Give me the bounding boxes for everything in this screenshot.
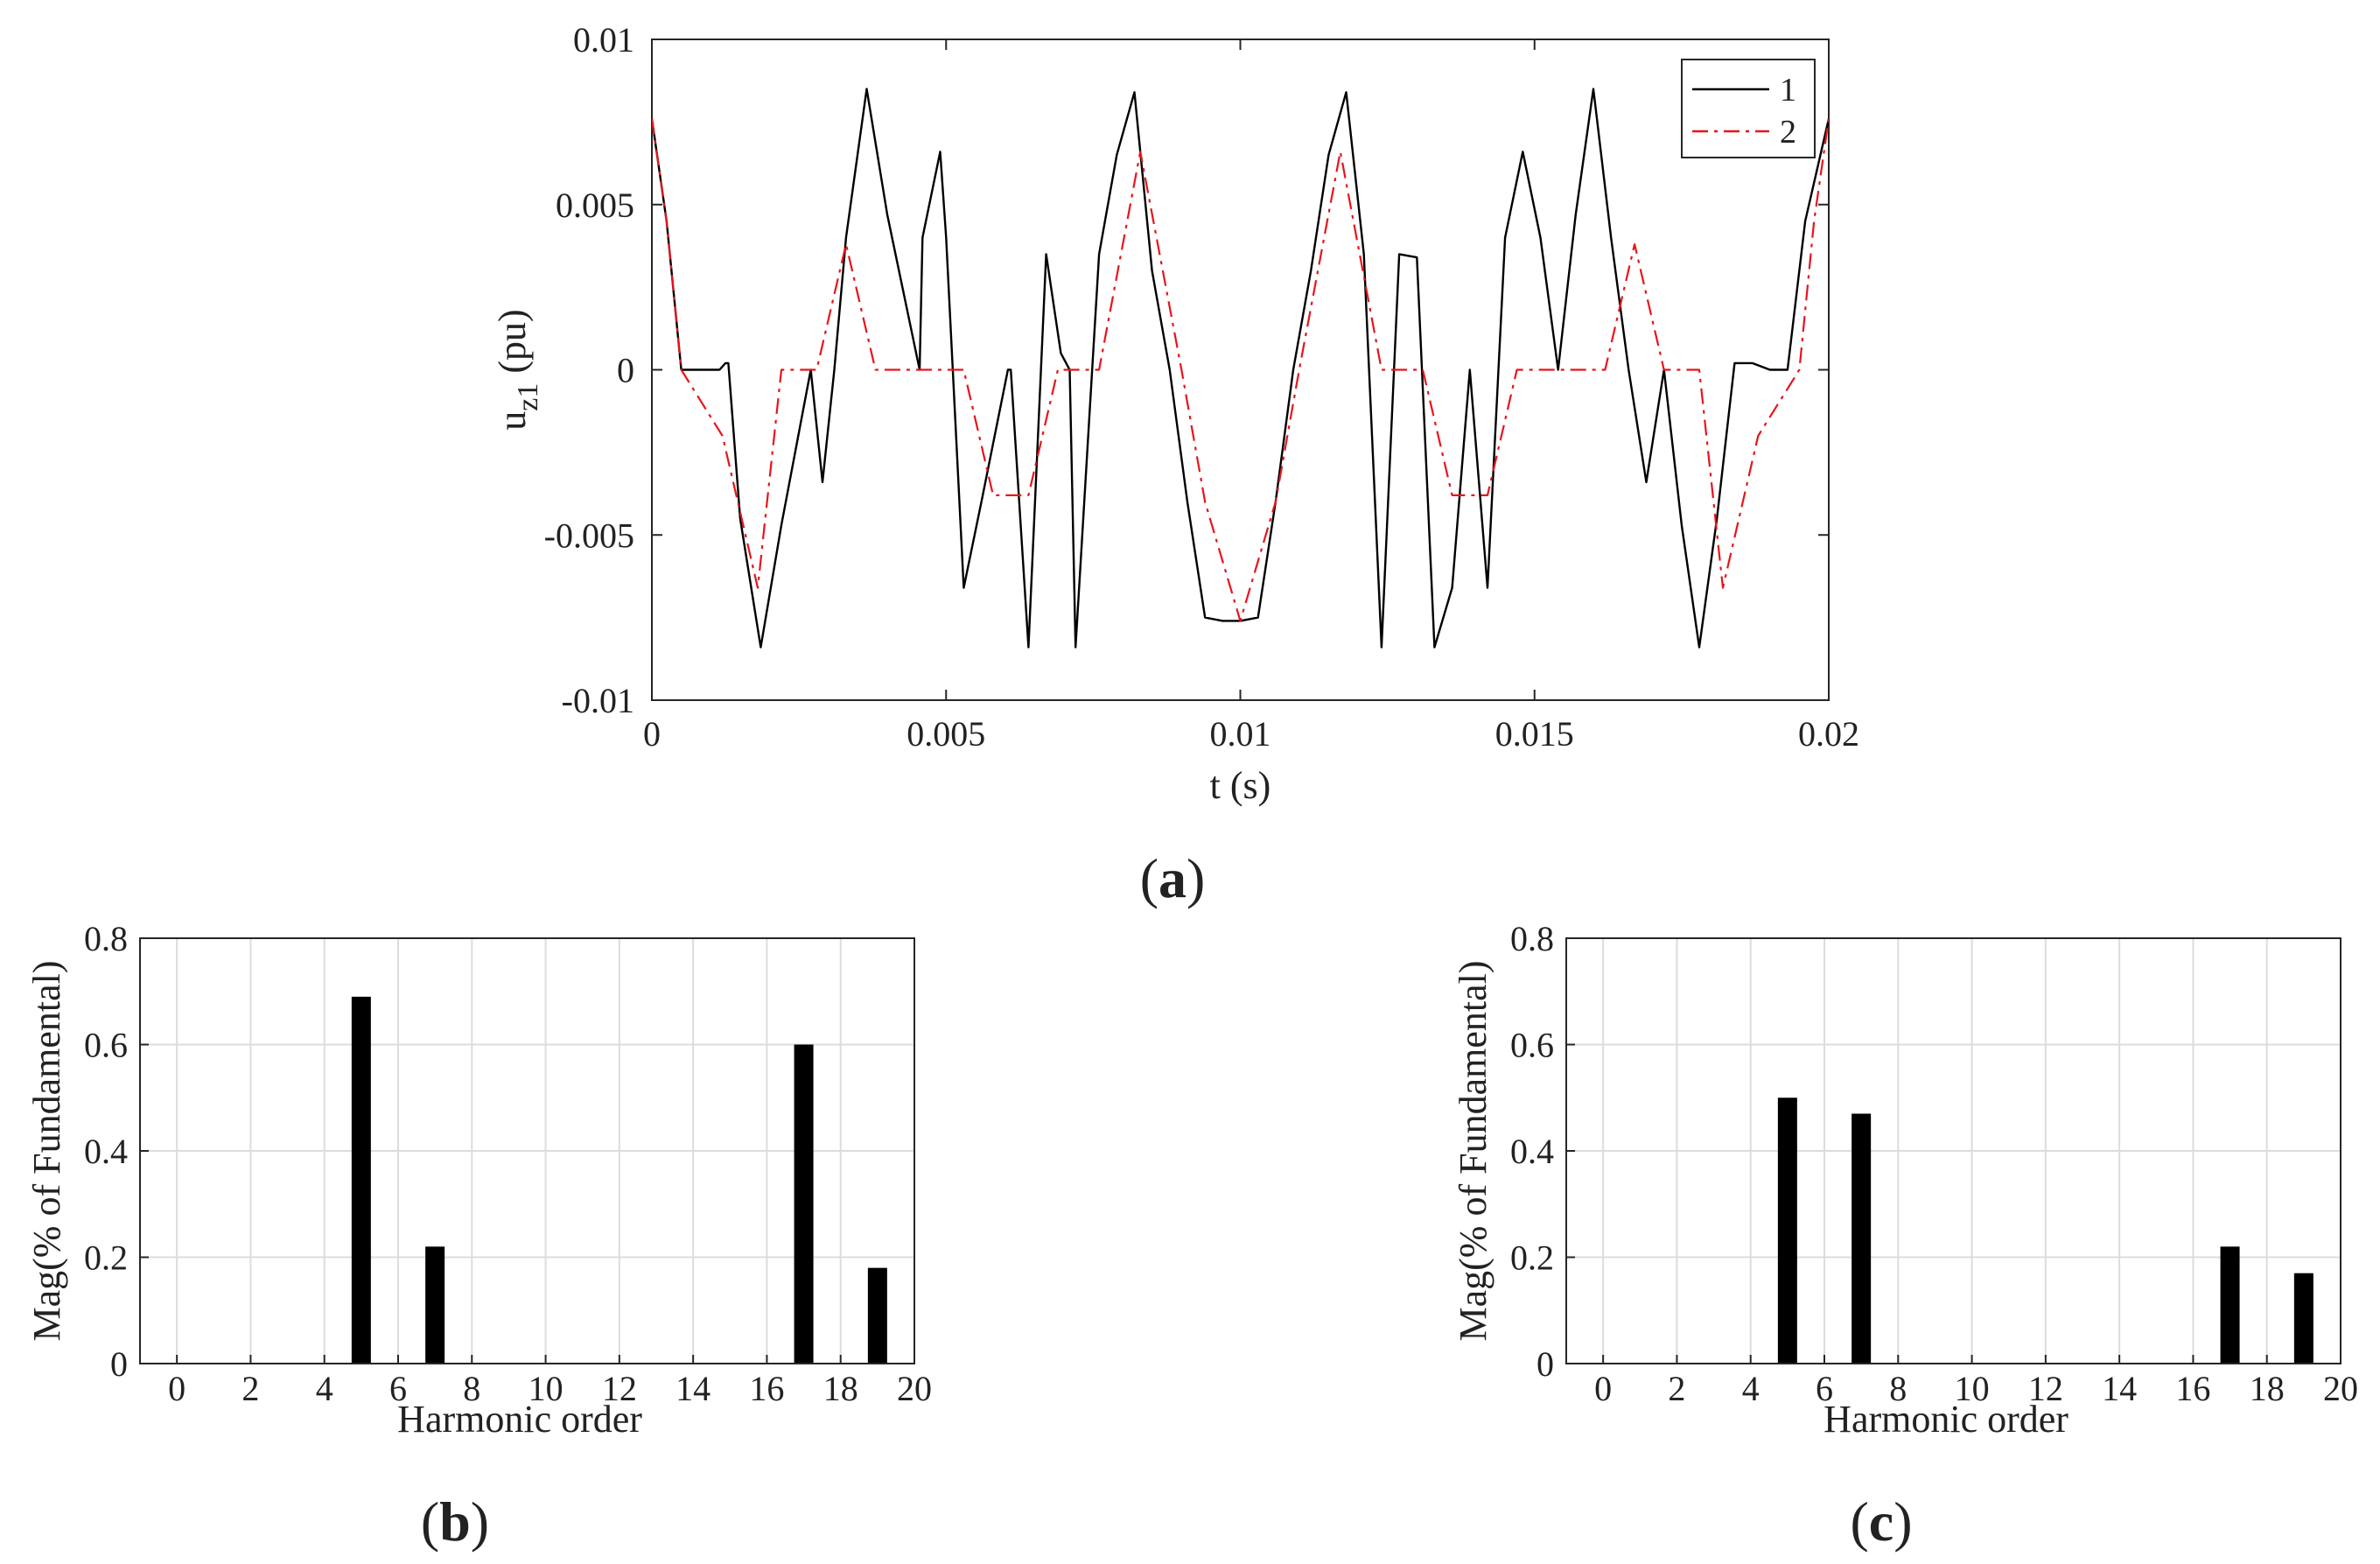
bar-harmonic-5	[1777, 1098, 1797, 1364]
x-tick-label: 0	[643, 714, 661, 754]
caption-letter: b	[439, 1490, 471, 1553]
y-tick-label: 0.2	[1510, 1238, 1554, 1278]
x-tick-label: 12	[602, 1369, 637, 1408]
caption-close-paren: )	[471, 1490, 489, 1553]
y-axis-label: Mag(% of Fundamental)	[25, 961, 68, 1342]
caption-b: (b)	[421, 1490, 489, 1553]
legend-box	[1681, 59, 1816, 158]
x-tick-label: 16	[749, 1369, 784, 1408]
y-tick-label: 0.4	[84, 1132, 128, 1171]
y-tick-label: 0.005	[556, 186, 634, 225]
caption-open-paren: (	[1850, 1490, 1868, 1553]
x-tick-label: 0.01	[1210, 714, 1271, 754]
x-tick-label: 20	[2323, 1369, 2358, 1408]
x-tick-label: 0.02	[1798, 714, 1859, 754]
x-tick-label: 2	[242, 1369, 259, 1408]
panel-b-harmonic-spectrum: 0 2 4 6 8 10 12 14 16 18 20 0 0.2 0.4 0.6 0.8 Harmonic o…	[25, 919, 932, 1553]
x-axis-label: t (s)	[1210, 764, 1271, 807]
x-axis-label: Harmonic order	[1824, 1398, 2068, 1441]
panel-c-harmonic-spectrum: 0 2 4 6 8 10 12 14 16 18 20 0 0.2 0.4 0.6 0.8 Harmonic o…	[1452, 919, 2358, 1553]
caption-close-paren: )	[1186, 847, 1205, 909]
series-line-1	[652, 88, 1829, 649]
x-tick-label: 6	[1816, 1369, 1833, 1408]
x-tick-label: 2	[1668, 1369, 1685, 1408]
x-tick-label: 14	[2102, 1369, 2137, 1408]
x-tick-label: 6	[389, 1369, 407, 1408]
y-axis-label: uz1 (pu)	[491, 309, 544, 430]
caption-a: (a)	[1140, 847, 1206, 909]
x-tick-label: 8	[463, 1369, 480, 1408]
legend-label-2: 2	[1780, 114, 1796, 151]
x-tick-label: 18	[2250, 1369, 2285, 1408]
caption-open-paren: (	[1140, 847, 1158, 909]
legend-label-1: 1	[1780, 72, 1796, 109]
y-tick-label: 0.6	[84, 1026, 128, 1065]
caption-letter: c	[1869, 1490, 1894, 1553]
series-line-2	[652, 118, 1829, 622]
caption-c: (c)	[1850, 1490, 1912, 1553]
x-tick-label: 20	[897, 1369, 932, 1408]
y-tick-label: 0.6	[1510, 1026, 1554, 1065]
y-tick-label: -0.005	[544, 515, 634, 555]
y-tick-label: 0	[110, 1344, 128, 1384]
x-tick-label: 18	[823, 1369, 858, 1408]
y-axis-label-unit: (pu)	[491, 309, 534, 382]
bar-harmonic-7	[1852, 1113, 1872, 1364]
bar-harmonic-19	[867, 1267, 887, 1364]
x-tick-label: 12	[2028, 1369, 2063, 1408]
y-tick-label: 0.8	[84, 919, 128, 958]
x-tick-label: 8	[1889, 1369, 1907, 1408]
panel-a-waveform-chart: 0 0.005 0.01 0.015 0.02 -0.01 -0.005 0 0.005 0.01…	[491, 20, 1859, 909]
y-tick-label: 0.01	[573, 20, 634, 60]
y-tick-label: -0.01	[562, 681, 634, 720]
x-tick-label: 16	[2175, 1369, 2210, 1408]
y-tick-label: 0	[1536, 1344, 1554, 1384]
x-tick-label: 0	[168, 1369, 186, 1408]
caption-open-paren: (	[421, 1490, 439, 1553]
x-tick-label: 14	[676, 1369, 710, 1408]
plot-area-a	[651, 39, 1830, 701]
bar-harmonic-5	[351, 996, 371, 1364]
x-tick-label: 0.005	[906, 714, 985, 754]
y-tick-label: 0.2	[84, 1238, 128, 1278]
x-tick-label: 10	[528, 1369, 564, 1408]
y-tick-label: 0.4	[1510, 1132, 1554, 1171]
caption-letter: a	[1158, 847, 1186, 909]
bar-harmonic-17	[2220, 1246, 2240, 1364]
y-axis-label-main: u	[491, 411, 534, 431]
x-tick-label: 0.015	[1495, 714, 1574, 754]
y-axis-label: Mag(% of Fundamental)	[1452, 961, 1494, 1342]
x-tick-label: 10	[1955, 1369, 1990, 1408]
x-tick-label: 4	[316, 1369, 333, 1408]
bar-harmonic-7	[425, 1246, 445, 1364]
bar-harmonic-17	[794, 1044, 814, 1364]
y-tick-label: 0	[617, 351, 634, 390]
y-tick-label: 0.8	[1510, 919, 1554, 958]
y-axis-label-subscript: z1	[512, 383, 544, 411]
bar-harmonic-19	[2293, 1273, 2314, 1364]
x-tick-label: 0	[1594, 1369, 1612, 1408]
caption-close-paren: )	[1894, 1490, 1912, 1553]
x-tick-label: 4	[1742, 1369, 1760, 1408]
x-axis-label: Harmonic order	[397, 1398, 642, 1441]
